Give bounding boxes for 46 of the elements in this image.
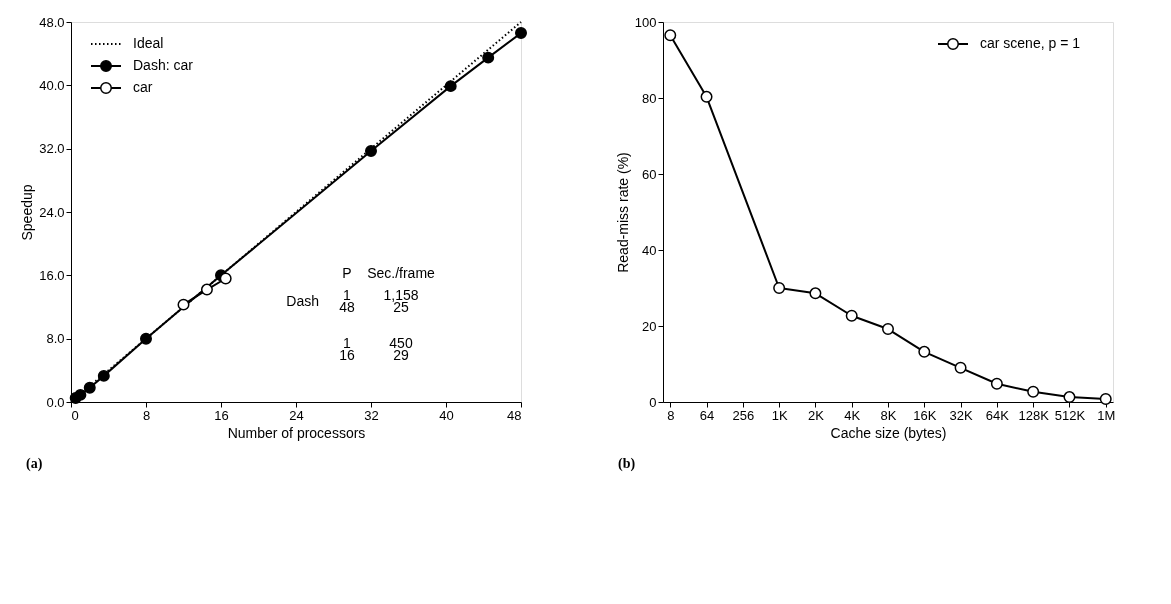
x-tick-label: 1M <box>1097 407 1116 423</box>
x-tick-label: 16 <box>214 407 229 423</box>
annotation: Dash <box>286 293 319 309</box>
x-tick-label: 512K <box>1054 407 1086 423</box>
x-tick-label: 8 <box>667 407 675 423</box>
y-axis-title: Speedup <box>19 184 36 241</box>
x-tick-label: 40 <box>439 407 454 423</box>
y-tick-label: 0.0 <box>46 394 65 410</box>
x-tick-label: 2K <box>807 407 825 423</box>
y-tick-label: 60 <box>642 166 657 182</box>
x-tick-label: 16K <box>913 407 937 423</box>
y-tick-label: 8.0 <box>46 331 65 347</box>
x-tick-label: 1K <box>771 407 788 423</box>
y-tick-label: 0 <box>649 394 657 410</box>
y-tick-label: 16.0 <box>39 267 65 283</box>
y-tick-label: 24.0 <box>39 204 65 220</box>
y-axis-title: Read-miss rate (%) <box>614 152 631 273</box>
x-tick-label: 48 <box>507 407 522 423</box>
x-tick-label: 32 <box>364 407 379 423</box>
text: (a) <box>26 456 43 472</box>
x-tick-label: 4K <box>844 407 861 423</box>
x-tick-label: 64 <box>699 407 715 423</box>
annotation: Sec./frame <box>367 265 436 281</box>
x-tick-label: 8 <box>142 407 151 423</box>
legend-label: Ideal <box>133 35 164 51</box>
y-tick-label: 100 <box>634 14 657 30</box>
x-tick-label: 128K <box>1018 407 1050 423</box>
x-tick-label: 0 <box>71 407 79 423</box>
legend-label: car <box>133 79 153 95</box>
x-tick-label: 64K <box>985 407 1010 423</box>
legend-label: car scene, p = 1 <box>980 35 1081 51</box>
y-tick-label: 32.0 <box>39 141 65 157</box>
y-tick-label: 48.0 <box>39 14 65 30</box>
text: (b) <box>618 456 636 472</box>
x-tick-label: 8K <box>880 407 897 423</box>
x-tick-label: 32K <box>949 407 973 423</box>
x-axis-title: Cache size (bytes) <box>830 424 947 441</box>
x-tick-label: 24 <box>289 407 304 423</box>
x-axis-title: Number of processors <box>227 424 366 441</box>
y-tick-label: 40 <box>642 242 657 258</box>
legend-label: Dash: car <box>133 57 194 73</box>
y-tick-label: 20 <box>642 318 657 334</box>
y-tick-label: 40.0 <box>39 77 65 93</box>
x-tick-label: 256 <box>732 407 755 423</box>
annotation: P <box>342 265 352 281</box>
y-tick-label: 80 <box>642 90 657 106</box>
